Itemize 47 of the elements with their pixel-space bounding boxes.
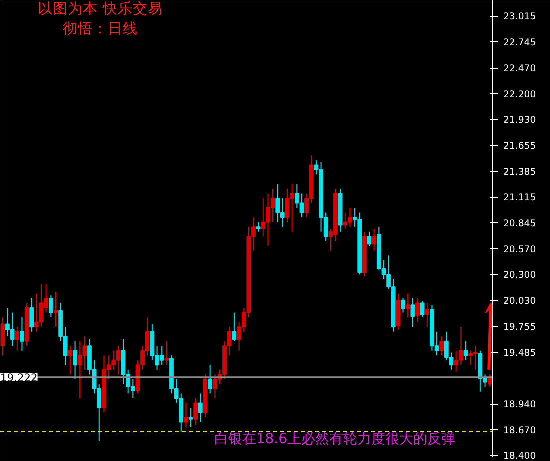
y-tick-label: 20.845 xyxy=(504,218,536,230)
y-tick-label: 20.300 xyxy=(504,270,536,282)
candlestick xyxy=(73,340,78,380)
annotation: 白银在18.6上必然有轮力度很大的反弹 xyxy=(214,432,456,448)
candlestick xyxy=(0,317,6,356)
candlestick xyxy=(15,326,20,352)
ref-line-label: 19.222 xyxy=(0,371,38,384)
y-tick-label: 22.745 xyxy=(504,37,536,48)
candlestick xyxy=(68,346,73,376)
y-tick-label: 23.015 xyxy=(504,12,536,23)
candlestick xyxy=(440,336,444,356)
candlestick xyxy=(184,402,188,428)
y-tick-label: 21.655 xyxy=(504,141,536,152)
candlestick xyxy=(48,295,54,318)
y-tick-label: 18.940 xyxy=(504,400,536,411)
y-tick-label: 21.930 xyxy=(504,115,536,126)
candlestick xyxy=(164,340,170,366)
y-tick-label: 21.385 xyxy=(504,166,536,178)
y-tick-label: 20.030 xyxy=(504,296,536,307)
y-tick-label: 22.470 xyxy=(504,64,536,75)
candlestick xyxy=(198,393,203,423)
candlestick xyxy=(410,298,416,328)
candlestick xyxy=(416,298,420,323)
candlestick xyxy=(367,231,372,247)
y-tick-label: 18.400 xyxy=(504,451,536,461)
candlestick xyxy=(401,298,406,314)
y-tick-label: 19.755 xyxy=(504,322,536,334)
candlestick xyxy=(425,302,430,328)
chart-title: 以图为本 快乐交易 xyxy=(38,0,163,18)
y-tick-label: 20.570 xyxy=(504,244,536,256)
candlestick xyxy=(194,398,198,426)
candlestick xyxy=(30,298,34,332)
candlestick xyxy=(20,317,24,352)
candlestick xyxy=(406,293,410,318)
candlestick xyxy=(232,312,237,342)
candlestick xyxy=(464,340,468,361)
candlestick xyxy=(256,222,261,232)
y-tick-label: 18.670 xyxy=(504,425,536,436)
y-tick-label: 21.115 xyxy=(504,192,536,204)
candlestick xyxy=(420,300,425,318)
y-tick-label: 22.200 xyxy=(504,89,536,100)
candlestick xyxy=(188,407,194,428)
candlestick xyxy=(372,228,377,252)
text: 彻悟：日线 xyxy=(63,20,138,38)
candlestick xyxy=(54,291,58,328)
candlestick xyxy=(208,364,213,394)
y-tick-label: 19.485 xyxy=(504,348,536,359)
